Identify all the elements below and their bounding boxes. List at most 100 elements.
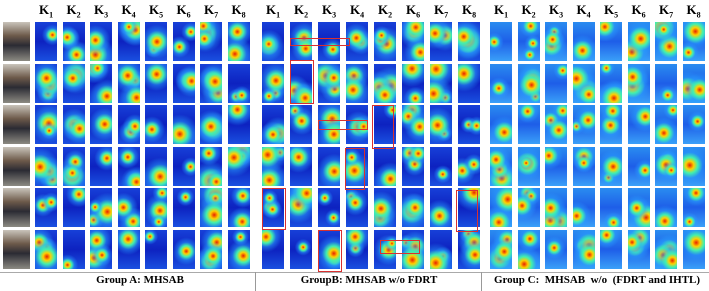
person-image [3,188,30,227]
column-header: K3 [88,2,114,20]
heatmap [627,146,650,186]
key-letter: K [493,2,505,17]
heatmap [145,105,167,144]
heatmap [655,63,677,103]
key-letter: K [231,2,242,17]
heatmap [655,146,677,186]
heatmap [145,22,167,61]
key-letter: K [293,2,305,17]
key-letter: K [93,2,105,17]
heatmap [374,188,396,227]
key-index: 7 [444,10,449,20]
heatmap [117,229,140,269]
heatmap [35,63,57,103]
key-index: 1 [49,10,54,20]
heatmap [172,22,195,61]
highlight-box [290,38,350,46]
key-letter: K [548,2,560,17]
group-label: Group A: MHSAB [96,274,184,286]
heatmap [227,188,250,227]
column-header: K7 [653,2,679,20]
heatmap [346,229,368,269]
heatmap [517,188,540,227]
heatmap [458,188,480,227]
key-index: 2 [388,10,393,20]
column-header: K4 [344,2,370,20]
key-index: 5 [159,10,164,20]
key-index: 7 [214,10,219,20]
heatmap [318,63,340,103]
key-letter: K [576,2,587,17]
heatmap [458,63,480,103]
heatmap [402,63,424,103]
heatmap [200,105,222,144]
heatmap [545,105,567,144]
key-index: 6 [186,10,191,20]
heatmap [655,229,677,269]
heatmap [682,188,705,227]
column-header: K2 [288,2,314,20]
heatmap [318,105,340,144]
heatmap [430,229,452,269]
heatmap [290,146,312,186]
heatmap [200,22,222,61]
heatmap [227,63,250,103]
heatmap [227,105,250,144]
highlight-box [456,190,478,232]
highlight-box [290,60,314,104]
heatmap [458,146,480,186]
divider [255,272,256,291]
heatmap [90,63,112,103]
key-index: 3 [559,10,564,20]
key-letter: K [521,2,532,17]
heatmap [35,229,57,269]
key-index: 4 [586,10,591,20]
heatmap [402,146,424,186]
column-header: K7 [198,2,224,20]
heatmap [172,63,195,103]
heatmap [35,188,57,227]
key-index: 1 [504,10,509,20]
key-index: 3 [332,10,337,20]
heatmap [490,229,512,269]
heatmap [374,146,396,186]
column-header: K2 [372,2,398,20]
heatmap [600,188,622,227]
heatmap [517,22,540,61]
heatmap [374,229,396,269]
heatmap [458,229,480,269]
heatmap [572,22,595,61]
column-header: K1 [33,2,59,20]
heatmap [402,22,424,61]
group-label: Group C: MHSAB w/o (FDRT and IHTL) [493,274,701,286]
heatmap [517,146,540,186]
heatmap [600,146,622,186]
key-letter: K [203,2,215,17]
heatmap [200,229,222,269]
heatmap [172,188,195,227]
key-index: 2 [304,10,309,20]
key-letter: K [349,2,361,17]
heatmap [227,22,250,61]
key-index: 8 [696,10,701,20]
key-letter: K [686,2,697,17]
heatmap [90,22,112,61]
highlight-box [372,105,394,149]
key-index: 4 [131,10,136,20]
heatmap [430,63,452,103]
heatmap [517,105,540,144]
heatmap [572,146,595,186]
heatmap [200,63,222,103]
heatmap [490,22,512,61]
heatmap [600,63,622,103]
key-index: 8 [241,10,246,20]
key-index: 6 [641,10,646,20]
key-letter: K [121,2,132,17]
heatmap [374,63,396,103]
heatmap [90,229,112,269]
heatmap [117,188,140,227]
heatmap [600,105,622,144]
heatmap [517,63,540,103]
heatmap [346,146,368,186]
